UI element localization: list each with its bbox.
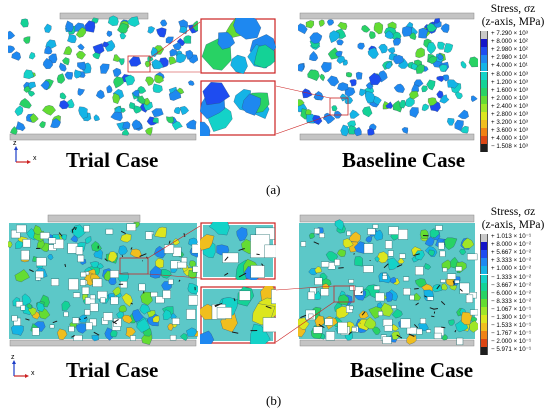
legend-tick-label: + 1.013 × 10⁻¹ [491,233,532,240]
legend-swatch [480,323,488,332]
legend-tick-label: + 3.600 × 10³ [491,127,528,135]
top-loading-plate [299,12,475,20]
legend-tick-label: + 4.000 × 10³ [491,135,528,143]
legend-tick-label: − 6.000 × 10⁻² [491,289,532,297]
legend-tick-label: + 1.000 × 10⁻² [491,265,532,273]
legend-swatch [480,71,488,80]
trial-case-a-model [8,12,198,141]
trial-case-label-a: Trial Case [66,148,159,172]
axis-triad-b [12,360,29,378]
legend-swatch [480,31,488,40]
legend-swatch [480,39,488,48]
legend-title-b: Stress, σz (z-axis, MPa) [481,206,545,231]
baseline-case-label-a: Baseline Case [342,148,466,172]
bottom-support-plate [9,339,197,347]
legend-swatch [480,242,488,251]
legend-tick-label: − 5.971 × 10⁻¹ [491,346,532,354]
legend-tick-label: + 3.333 × 10⁻² [491,257,532,265]
legend-tick-label: + 5.667 × 10⁻² [491,249,532,257]
legend-tick-label: + 2.800 × 10³ [491,111,528,118]
top-loading-plate [59,12,149,20]
top-loading-plate [299,214,475,223]
legend-tick-label: − 2.000 × 10⁻¹ [491,338,532,346]
legend-swatch [480,250,488,259]
legend-swatch [480,234,488,243]
legend-tick-label: + 2.400 × 10³ [491,102,528,110]
legend-swatch [480,258,488,267]
legend-swatch [480,266,488,275]
panel-label-b: (b) [266,393,282,408]
legend-tick-label: − 1.767 × 10⁻¹ [491,330,532,338]
legend-swatch [480,95,488,104]
zoom-inset-a-bottom [200,80,276,136]
legend-tick-label: − 1.333 × 10⁻² [491,273,532,281]
legend-swatch [480,55,488,64]
legend-swatch [480,298,488,307]
legend-tick-label: − 3.667 × 10⁻² [491,281,532,289]
baseline-case-b-model [298,214,478,347]
trial-case-b-model [8,214,198,347]
legend-swatch [480,120,488,129]
legend-swatch [480,63,488,72]
legend-tick-label: − 1.300 × 10⁻¹ [491,314,532,321]
axis-triad-a [14,146,31,164]
legend-swatch [480,282,488,291]
legend-swatch [480,79,488,88]
legend-tick-label: + 2.980 × 10¹ [491,54,528,62]
legend-swatch [480,274,488,283]
panel-label-a: (a) [266,182,281,197]
legend-swatch [480,306,488,315]
legend-tick-label: − 8.333 × 10⁻² [491,297,532,305]
axis-z-label-b: z [11,354,15,361]
legend-tick-label: + 8.000 × 10³ [491,70,528,78]
legend-tick-label: + 2.980 × 10² [491,46,528,54]
legend-tick-label: + 7.290 × 10³ [491,30,528,37]
zoom-inset-b-bottom [200,286,276,344]
legend-swatch [480,128,488,137]
legend-swatch [480,103,488,112]
legend-swatch [480,112,488,121]
legend-tick-label: + 1.600 × 10³ [491,86,528,94]
legend-tick-label: + 2.000 × 10³ [491,94,528,102]
legend-swatch [480,339,488,348]
zoom-inset-a-top [200,18,276,74]
legend-swatch [480,347,488,356]
zoom-inset-b-top [200,222,276,280]
axis-x-label-a: x [33,155,37,162]
legend-tick-label: − 1.067 × 10⁻¹ [491,305,532,313]
legend-tick-label: + 4.000 × 10¹ [491,62,528,70]
legend-swatch [480,144,488,153]
legend-tick-label: − 1.533 × 10⁻¹ [491,322,532,330]
axis-z-label-a: z [13,140,17,147]
axis-x-label-b: x [31,370,35,377]
legend-swatch [480,87,488,96]
legend-title-a: Stress, σz (z-axis, MPa) [481,3,545,28]
legend-tick-label: + 8.000 × 10⁻² [491,241,532,249]
legend-swatch [480,290,488,299]
legend-swatch [480,331,488,340]
legend-swatch [480,315,488,324]
legend-tick-label: + 8.000 × 10² [491,38,528,46]
baseline-case-label-b: Baseline Case [350,358,474,382]
legend-swatch [480,136,488,145]
legend-tick-label: + 3.200 × 10³ [491,119,528,127]
legend-tick-label: + 1.200 × 10³ [491,78,528,86]
bottom-support-plate [9,133,197,141]
baseline-case-a-model [298,12,478,141]
bottom-support-plate [299,133,475,141]
top-loading-plate [47,214,141,223]
legend-tick-label: − 1.508 × 10³ [491,143,528,151]
trial-case-label-b: Trial Case [66,358,159,382]
legend-swatch [480,47,488,56]
